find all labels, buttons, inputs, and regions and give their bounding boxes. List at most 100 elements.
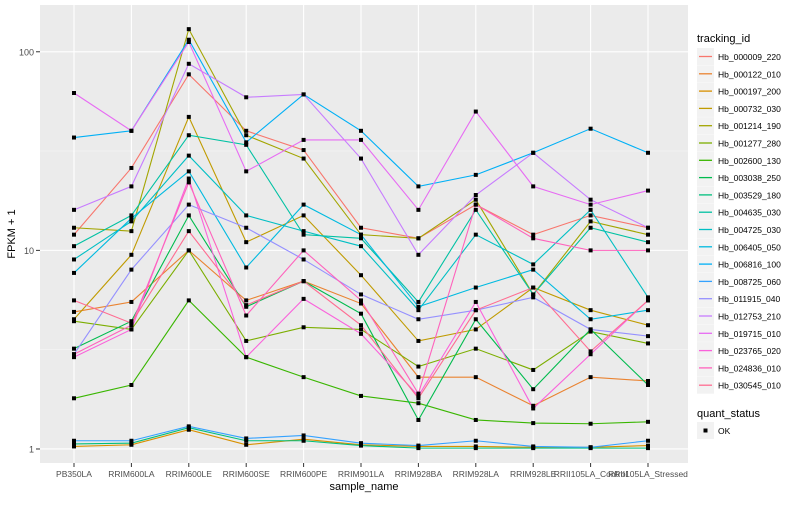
data-point [129, 213, 134, 218]
data-point [473, 232, 478, 237]
data-point [244, 240, 249, 245]
legend-item: Hb_006816_100 [697, 255, 781, 273]
data-point [129, 267, 134, 272]
data-point [129, 299, 134, 304]
data-point [473, 172, 478, 177]
data-point [72, 232, 76, 237]
data-point [186, 169, 191, 174]
data-point [531, 285, 536, 290]
data-point [359, 393, 363, 398]
data-point [359, 292, 363, 297]
legend-item: Hb_004725_030 [697, 221, 781, 238]
data-point [186, 427, 191, 432]
data-point [186, 213, 191, 218]
data-point [186, 202, 191, 207]
data-point [531, 406, 536, 411]
data-point [416, 364, 421, 369]
data-point [129, 321, 134, 326]
legend-label: Hb_023765_020 [718, 346, 781, 356]
data-point [588, 421, 593, 426]
legend-item: Hb_012753_210 [697, 307, 781, 325]
data-point [416, 375, 421, 380]
data-point [416, 417, 421, 422]
data-point [531, 236, 536, 241]
legend-label: Hb_004635_030 [718, 208, 781, 218]
data-point [531, 292, 536, 297]
data-point [588, 202, 593, 207]
data-point [186, 229, 191, 234]
shape-legend-item: OK [697, 422, 731, 439]
data-point [359, 443, 363, 448]
legend-label: Hb_000009_220 [718, 52, 781, 62]
data-point [359, 225, 363, 230]
data-point [301, 257, 306, 262]
data-point [416, 252, 421, 257]
data-point [72, 438, 76, 443]
legend-item: Hb_000197_200 [697, 82, 781, 100]
data-point [129, 229, 134, 234]
data-point [473, 285, 478, 290]
data-point [72, 355, 76, 360]
data-point [588, 445, 593, 450]
data-point [646, 382, 650, 387]
data-point [588, 308, 593, 313]
legend-item: Hb_011915_040 [697, 290, 781, 308]
data-point [588, 126, 593, 131]
data-point [244, 225, 249, 230]
data-point [301, 137, 306, 142]
legend-item: Hb_001214_190 [697, 117, 781, 135]
data-point [531, 444, 536, 449]
data-point [244, 140, 249, 145]
data-point [129, 382, 134, 387]
data-point [588, 349, 593, 354]
data-point [473, 417, 478, 422]
legend-item: Hb_001277_280 [697, 134, 781, 152]
data-point [244, 133, 249, 138]
data-point [129, 327, 134, 332]
data-point [531, 184, 536, 189]
data-point [416, 304, 421, 309]
data-point [473, 193, 478, 198]
data-point [588, 248, 593, 253]
data-point [72, 257, 76, 262]
legend-item: Hb_006405_050 [697, 238, 781, 256]
data-point [473, 438, 478, 443]
data-point [531, 387, 536, 392]
data-point [72, 244, 76, 249]
data-point [359, 441, 363, 446]
legend-item: Hb_000122_010 [697, 65, 781, 83]
legend-label: Hb_000197_200 [718, 87, 781, 97]
data-point [244, 265, 249, 270]
data-point [531, 150, 536, 155]
data-point [416, 317, 421, 322]
data-point [646, 295, 650, 300]
x-tick-label: RRIM928BA [395, 469, 443, 479]
legend-label: Hb_006816_100 [718, 260, 781, 270]
data-point [646, 443, 650, 448]
data-point [244, 438, 249, 443]
data-point [301, 156, 306, 161]
legend-item: Hb_004635_030 [697, 203, 781, 221]
data-point [531, 403, 536, 408]
shape-legend-label: OK [718, 426, 731, 436]
data-point [531, 367, 536, 372]
legend-title: tracking_id [697, 33, 750, 45]
legend-item: Hb_002600_130 [697, 151, 781, 169]
data-point [646, 232, 650, 237]
data-point [72, 319, 76, 324]
data-point [531, 295, 536, 300]
data-point [129, 184, 134, 189]
data-point [244, 313, 249, 318]
legend-label: Hb_011915_040 [718, 294, 781, 304]
data-point [72, 396, 76, 401]
data-point [416, 207, 421, 212]
legend-label: Hb_000732_030 [718, 104, 781, 114]
data-point [473, 317, 478, 322]
data-point [646, 334, 650, 339]
data-point [72, 298, 76, 303]
data-point [244, 213, 249, 218]
data-point [72, 270, 76, 275]
y-axis-label: FPKM + 1 [6, 209, 18, 258]
x-tick-label: RRII105LA_Control [554, 469, 628, 479]
x-tick-label: RRIM600LE [166, 469, 213, 479]
